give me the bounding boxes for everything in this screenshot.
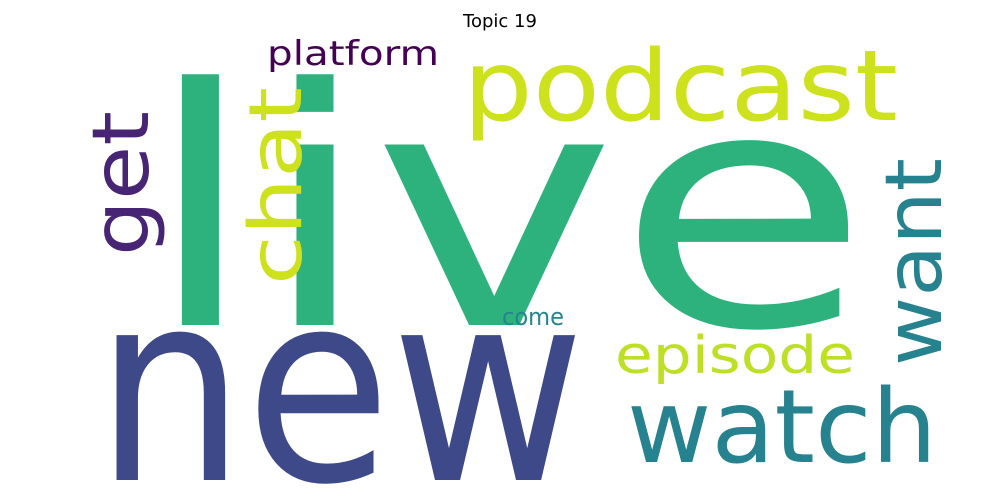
word-new: new (95, 235, 585, 500)
word-platform: platform (267, 34, 439, 74)
word-want: want (870, 158, 960, 366)
word-chat: chat (234, 87, 319, 285)
word-get: get (77, 111, 167, 256)
word-live: live (143, 19, 870, 403)
word-come: come (502, 303, 564, 331)
word-episode: episode (615, 326, 855, 386)
word-watch: watch (627, 368, 937, 487)
chart-title: Topic 19 (463, 11, 537, 32)
word-podcast: podcast (463, 30, 898, 144)
